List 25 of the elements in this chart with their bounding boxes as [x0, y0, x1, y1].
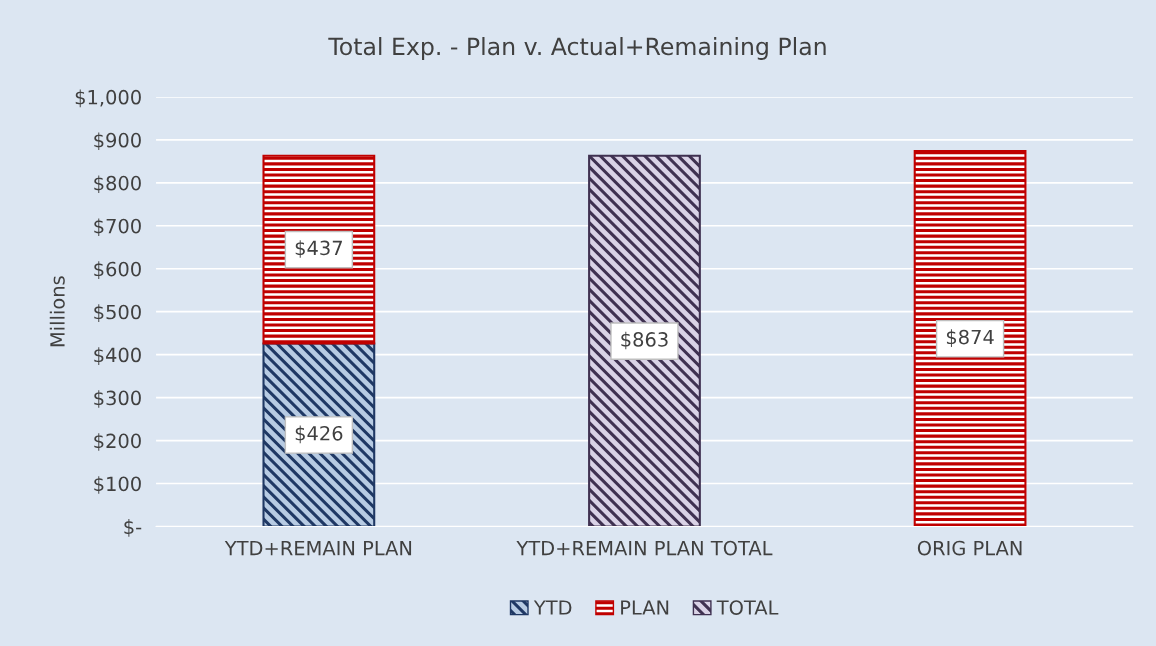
- y-tick-label: $900: [94, 132, 141, 151]
- legend-label: PLAN: [621, 600, 669, 615]
- y-tick-label: $700: [94, 218, 141, 237]
- text: $863: [621, 331, 668, 350]
- legend-label: YTD: [533, 600, 572, 615]
- y-tick-label: $400: [94, 347, 141, 365]
- y-tick-label: $600: [94, 261, 141, 279]
- x-tick-label: YTD+REMAIN PLAN: [224, 540, 412, 556]
- text: $437: [295, 240, 342, 258]
- y-tick-label: $1,000: [75, 89, 141, 108]
- x-tick-label: ORIG PLAN: [917, 540, 1022, 556]
- y-tick-label: $-: [124, 519, 142, 537]
- text: $426: [295, 425, 343, 444]
- y-tick-label: $300: [94, 390, 141, 408]
- legend-label: TOTAL: [716, 600, 779, 615]
- y-tick-label: $100: [94, 476, 141, 494]
- bar: [588, 154, 701, 527]
- bar: [913, 149, 1027, 527]
- y-tick-label: $200: [94, 433, 141, 451]
- text: $874: [946, 329, 994, 347]
- x-tick-label: YTD+REMAIN PLAN TOTAL: [516, 540, 773, 556]
- y-axis-title: Millions: [49, 276, 65, 347]
- chart-title: Total Exp. - Plan v. Actual+Remaining Plan: [328, 37, 826, 60]
- y-tick-label: $500: [94, 304, 141, 322]
- y-tick-label: $800: [94, 175, 141, 194]
